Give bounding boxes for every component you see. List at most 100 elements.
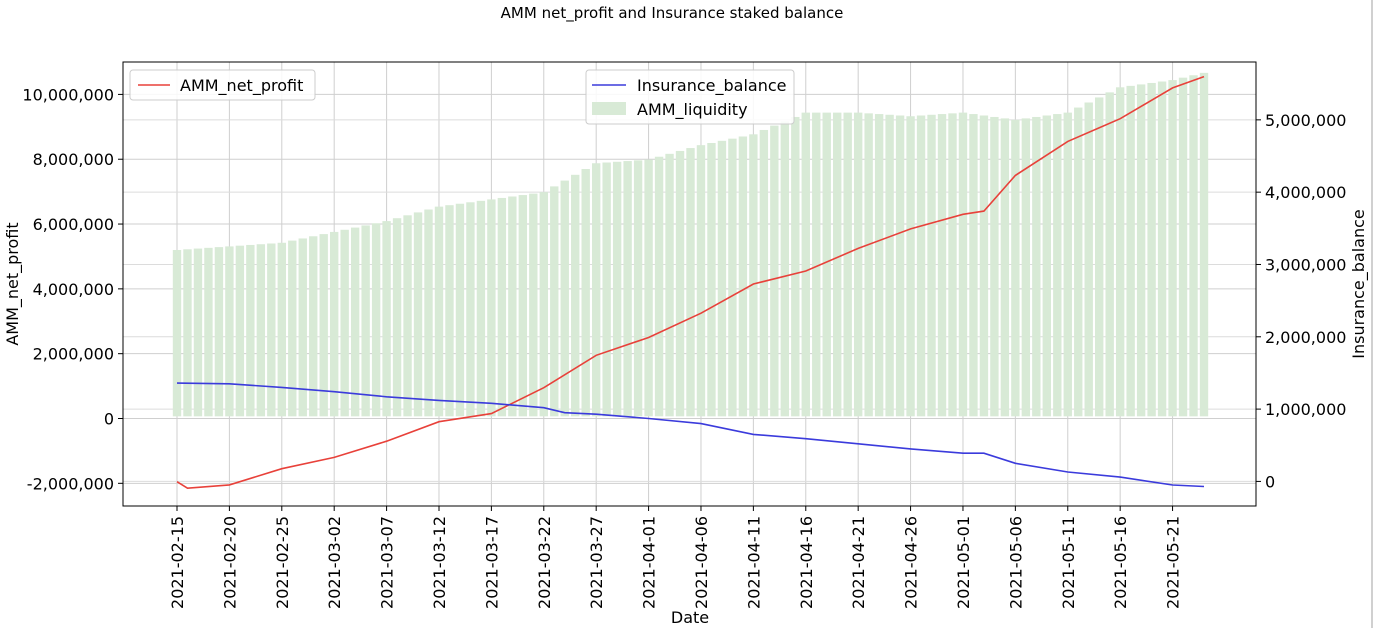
x-tick-label: 2021-03-27 [587, 516, 606, 609]
liquidity-bar [633, 160, 643, 417]
liquidity-bar [686, 148, 695, 417]
liquidity-bar [1095, 97, 1104, 417]
legend-left: AMM_net_profit [129, 69, 316, 101]
liquidity-bar [822, 112, 831, 417]
liquidity-bar [529, 193, 538, 417]
legend-right: Insurance_balance AMM_liquidity [585, 69, 795, 125]
x-tick-label: 2021-05-11 [1059, 516, 1078, 609]
x-tick-label: 2021-05-06 [1006, 516, 1025, 609]
liquidity-bar [476, 200, 486, 417]
liquidity-bar [246, 244, 255, 417]
liquidity-bar [508, 196, 517, 417]
liquidity-bar [214, 247, 224, 417]
liquidity-bar [403, 215, 412, 417]
liquidity-bar [1126, 85, 1135, 417]
liquidity-bar [350, 227, 360, 417]
liquidity-bar [927, 114, 936, 417]
liquidity-bar [969, 114, 978, 417]
liquidity-bar [853, 112, 863, 417]
x-tick-label: 2021-04-01 [640, 516, 659, 609]
legend-liquidity-swatch [592, 102, 626, 115]
liquidity-bar [874, 114, 884, 417]
liquidity-bar [193, 248, 203, 417]
liquidity-bar [602, 162, 611, 417]
liquidity-bar [392, 218, 402, 417]
liquidity-bar [309, 236, 318, 417]
liquidity-bar [371, 223, 381, 417]
liquidity-bar [591, 163, 601, 417]
liquidity-bar [906, 116, 915, 417]
liquidity-bar [1136, 84, 1146, 417]
y-left-tick-label: 10,000,000 [22, 85, 114, 104]
x-tick-label: 2021-05-01 [954, 516, 973, 609]
liquidity-bar [298, 238, 307, 417]
liquidity-bar [319, 234, 328, 417]
liquidity-bar [644, 159, 653, 417]
x-tick-label: 2021-03-22 [535, 516, 554, 609]
liquidity-bar [916, 115, 926, 417]
liquidity-bar [717, 140, 727, 417]
y-left-tick-label: 0 [104, 409, 114, 428]
liquidity-bar [581, 169, 590, 417]
x-tick-label: 2021-05-21 [1164, 516, 1183, 609]
liquidity-bar [1042, 115, 1051, 417]
liquidity-bar [235, 245, 245, 417]
liquidity-bar [979, 115, 989, 417]
series-lines [176, 75, 1205, 490]
liquidity-bar [1147, 82, 1156, 417]
y-right-tick-label: 4,000,000 [1265, 183, 1346, 202]
legend-right-box [585, 69, 795, 125]
liquidity-bar [1000, 118, 1010, 417]
x-axis-label: Date [671, 608, 709, 627]
right-edge-border [1371, 0, 1373, 628]
liquidity-bar [204, 247, 213, 417]
x-tick-label: 2021-05-16 [1111, 516, 1130, 609]
x-tick-label: 2021-03-17 [482, 516, 501, 609]
liquidity-bar [612, 161, 622, 417]
liquidity-bar [696, 145, 706, 417]
plot-frame [122, 61, 1257, 507]
y-left-tick-label: 2,000,000 [33, 345, 114, 364]
liquidity-bar [487, 199, 496, 417]
y-left-tick-label: -2,000,000 [27, 474, 114, 493]
net-profit-line [176, 75, 1205, 490]
liquidity-bar [183, 249, 192, 417]
liquidity-bar [1178, 77, 1188, 417]
liquidity-bar [256, 244, 266, 417]
liquidity-bar [895, 115, 905, 417]
liquidity-bar [759, 129, 769, 417]
liquidity-bar [1032, 116, 1041, 417]
y-axis-right: 0 1,000,000 2,000,000 3,000,000 4,000,000 5,0… [1256, 111, 1346, 491]
liquidity-bar [267, 243, 276, 417]
y-axis-right-label: Insurance_balance [1349, 209, 1369, 359]
liquidity-bar [1063, 112, 1072, 417]
y-left-tick-label: 4,000,000 [33, 280, 114, 299]
x-tick-label: 2021-04-06 [692, 516, 711, 609]
x-tick-label: 2021-04-26 [902, 516, 921, 609]
y-right-tick-label: 0 [1265, 472, 1275, 491]
liquidity-bar [885, 114, 894, 417]
legend-insurance-label: Insurance_balance [637, 76, 787, 96]
x-tick-label: 2021-04-21 [849, 516, 868, 609]
y-left-tick-label: 6,000,000 [33, 215, 114, 234]
liquidity-bar [654, 156, 664, 417]
liquidity-bar [675, 150, 685, 417]
y-right-tick-label: 2,000,000 [1265, 328, 1346, 347]
liquidity-bar [1011, 119, 1020, 417]
x-tick-label: 2021-03-07 [378, 516, 397, 609]
liquidity-bar [1105, 92, 1114, 417]
liquidity-bar [1053, 114, 1062, 417]
liquidity-bar [225, 246, 234, 417]
liquidity-bar [864, 113, 873, 417]
x-tick-label: 2021-04-11 [744, 516, 763, 609]
liquidity-bar [455, 203, 465, 417]
liquidity-bar [172, 250, 182, 417]
x-tick-label: 2021-02-15 [168, 516, 187, 609]
liquidity-bar [843, 112, 852, 417]
liquidity-bar [518, 195, 528, 417]
liquidity-bar [539, 192, 548, 417]
liquidity-bar [361, 225, 370, 417]
liquidity-bar [937, 114, 947, 417]
x-tick-label: 2021-04-16 [797, 516, 816, 609]
